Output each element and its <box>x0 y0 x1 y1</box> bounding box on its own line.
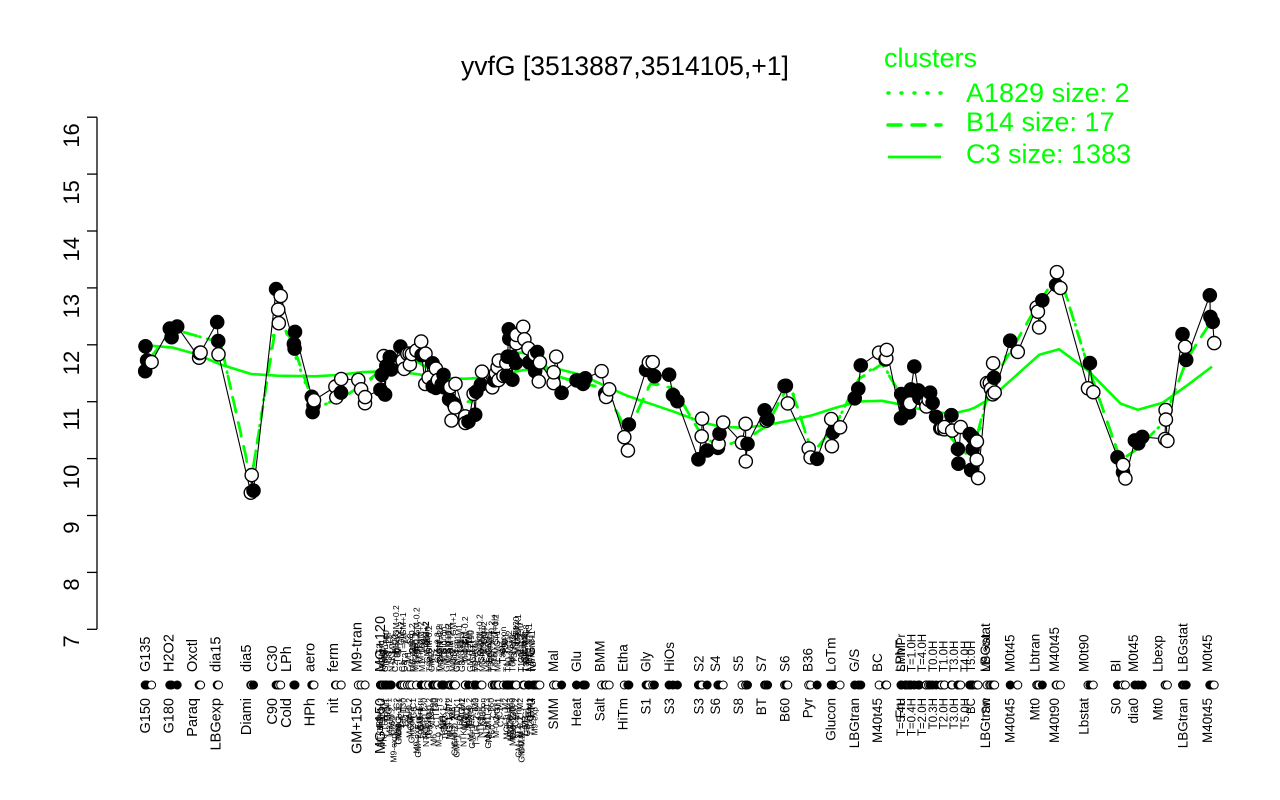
svg-text:A1829 size: 2: A1829 size: 2 <box>966 78 1130 108</box>
svg-text:Salt: Salt <box>592 698 607 722</box>
svg-text:LBGtran: LBGtran <box>978 698 993 748</box>
svg-text:SMM: SMM <box>546 698 561 730</box>
svg-text:Bl: Bl <box>1109 660 1124 672</box>
svg-text:G150: G150 <box>138 698 154 733</box>
svg-text:Glucon: Glucon <box>824 698 839 741</box>
svg-text:B36: B36 <box>801 648 816 672</box>
svg-text:Lbexp: Lbexp <box>1151 635 1166 672</box>
svg-text:LBGtran: LBGtran <box>1175 698 1190 748</box>
svg-text:BT: BT <box>754 698 769 715</box>
svg-text:M40t90: M40t90 <box>1047 698 1062 743</box>
svg-text:Etha: Etha <box>616 644 631 672</box>
svg-text:T5.0H: T5.0H <box>966 641 978 672</box>
svg-text:dia0: dia0 <box>1126 698 1141 724</box>
svg-text:S3: S3 <box>662 698 677 715</box>
svg-text:Mt0: Mt0 <box>1027 698 1042 721</box>
svg-text:HiTm: HiTm <box>616 698 631 730</box>
svg-text:G180: G180 <box>162 698 178 733</box>
svg-text:S4: S4 <box>708 655 723 672</box>
svg-text:12: 12 <box>59 351 84 375</box>
svg-text:S5: S5 <box>731 655 746 672</box>
svg-text:nit: nit <box>326 698 342 713</box>
svg-text:M40t45: M40t45 <box>1047 627 1062 672</box>
svg-text:9: 9 <box>59 522 84 534</box>
svg-text:8: 8 <box>59 578 84 590</box>
svg-text:Paraq: Paraq <box>185 698 201 737</box>
svg-text:HiOs: HiOs <box>662 642 677 672</box>
svg-text:BC: BC <box>870 653 885 672</box>
svg-text:15: 15 <box>59 180 84 204</box>
svg-text:ferm: ferm <box>326 643 342 672</box>
svg-text:BC: BC <box>966 698 978 714</box>
svg-text:S3: S3 <box>691 698 706 715</box>
svg-text:LoTm: LoTm <box>824 637 839 672</box>
svg-text:Lbstat: Lbstat <box>1077 698 1092 735</box>
svg-text:clusters: clusters <box>884 43 977 73</box>
svg-text:LBGstat: LBGstat <box>978 623 993 672</box>
svg-text:Mal: Mal <box>546 650 561 672</box>
svg-text:Heat: Heat <box>569 698 584 727</box>
svg-text:G/S: G/S <box>847 649 862 672</box>
svg-text:G135: G135 <box>138 637 154 672</box>
svg-text:LBGexp: LBGexp <box>209 698 225 750</box>
svg-text:LBGstat: LBGstat <box>1175 623 1190 672</box>
svg-text:Diami: Diami <box>239 698 255 735</box>
svg-text:H2O2: H2O2 <box>162 634 178 672</box>
svg-text:LBGtran: LBGtran <box>847 698 862 748</box>
svg-text:S6: S6 <box>708 698 723 715</box>
svg-text:LPh: LPh <box>279 646 295 672</box>
svg-text:Fru: Fru <box>523 698 538 718</box>
svg-text:M0t45: M0t45 <box>1126 634 1141 672</box>
svg-text:S1: S1 <box>639 698 654 715</box>
svg-text:S8: S8 <box>731 698 746 715</box>
svg-text:M0t45: M0t45 <box>1200 634 1215 672</box>
svg-text:M9-tran: M9-tran <box>350 622 366 672</box>
svg-text:Mt0: Mt0 <box>1151 698 1166 721</box>
svg-text:M0t45: M0t45 <box>1003 634 1018 672</box>
svg-text:16: 16 <box>59 123 84 147</box>
svg-text:BMM: BMM <box>592 641 607 673</box>
svg-text:Lbtran: Lbtran <box>1027 634 1042 672</box>
svg-text:S0: S0 <box>1109 698 1124 715</box>
svg-text:HPh: HPh <box>303 698 319 726</box>
svg-text:S6: S6 <box>777 655 792 672</box>
svg-text:yvfG [3513887,3514105,+1]: yvfG [3513887,3514105,+1] <box>461 51 789 81</box>
svg-text:GM+150: GM+150 <box>350 698 366 754</box>
svg-text:M0t90: M0t90 <box>1077 634 1092 672</box>
svg-text:dia5: dia5 <box>239 645 255 672</box>
svg-text:Cold: Cold <box>279 698 295 728</box>
svg-text:Pyr: Pyr <box>801 697 816 718</box>
svg-text:C1: C1 <box>526 634 536 645</box>
svg-text:B60: B60 <box>777 698 792 722</box>
svg-text:Gly: Gly <box>639 652 654 673</box>
svg-text:dia15: dia15 <box>209 637 225 672</box>
svg-text:M40t45: M40t45 <box>870 698 885 743</box>
svg-text:S2: S2 <box>691 655 706 672</box>
svg-text:M40t45: M40t45 <box>1200 698 1215 743</box>
svg-text:Oxctl: Oxctl <box>185 639 201 672</box>
svg-text:B14 size: 17: B14 size: 17 <box>966 107 1115 137</box>
svg-text:14: 14 <box>59 237 84 261</box>
svg-text:S7: S7 <box>754 655 769 672</box>
svg-text:11: 11 <box>59 408 84 431</box>
svg-text:M40t45: M40t45 <box>1003 698 1018 743</box>
svg-text:13: 13 <box>59 294 84 318</box>
svg-text:C3 size: 1383: C3 size: 1383 <box>966 139 1131 169</box>
svg-text:7: 7 <box>59 635 84 647</box>
svg-text:M/G: M/G <box>523 647 538 673</box>
svg-text:Glu: Glu <box>569 651 584 672</box>
svg-text:10: 10 <box>59 465 84 489</box>
svg-text:aero: aero <box>303 643 319 672</box>
